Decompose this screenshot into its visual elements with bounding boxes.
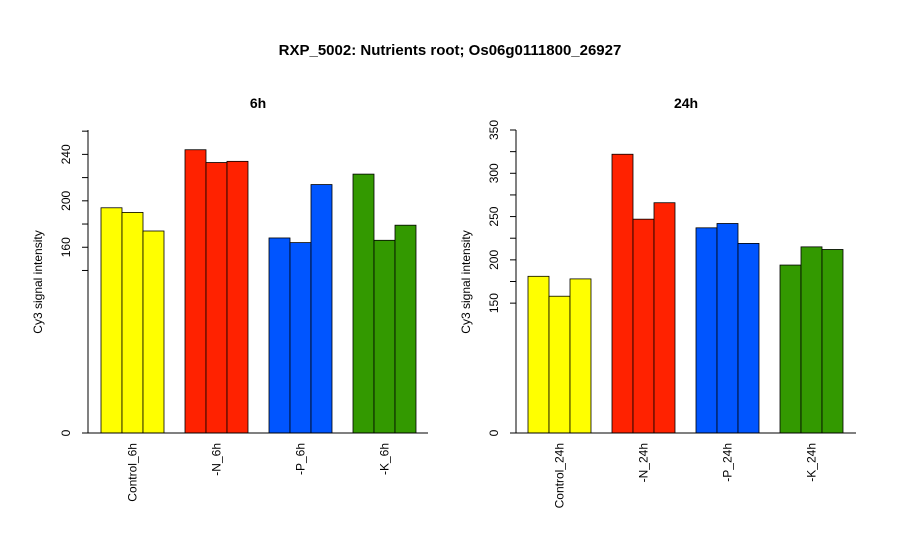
bar [100, 207, 123, 434]
x-tick-label: -N_6h [210, 443, 224, 476]
y-tick-label: 200 [487, 250, 501, 270]
bar [779, 264, 802, 434]
bar [737, 243, 760, 434]
y-tick-label: 350 [487, 120, 501, 140]
x-tick-label: -N_24h [637, 443, 651, 482]
bar [394, 224, 417, 434]
y-axis-label-24h: Cy3 signal intensity [459, 230, 473, 333]
x-tick-label: -P_24h [721, 443, 735, 482]
bar [800, 246, 823, 434]
bar [569, 278, 592, 434]
bar [527, 275, 550, 434]
y-tick-label: 300 [487, 163, 501, 183]
y-tick-label: 240 [59, 144, 73, 164]
bar [184, 149, 207, 434]
bar [373, 239, 396, 434]
x-tick-label: -K_24h [805, 443, 819, 482]
y-tick-label: 160 [59, 237, 73, 257]
bar [289, 242, 312, 434]
panel-24h: 24h Cy3 signal intensity 0 150 200 250 300 35… [459, 95, 856, 508]
x-tick-label: Control_24h [553, 443, 567, 508]
bar [695, 227, 718, 434]
y-axis-label-6h: Cy3 signal intensity [31, 230, 45, 333]
bars-24h [527, 153, 844, 434]
y-axis-6h: 0 160 200 240 [59, 130, 89, 436]
bar [632, 218, 655, 434]
panel-title-6h: 6h [250, 95, 266, 111]
bar [226, 160, 249, 434]
bars-6h [100, 149, 417, 434]
x-labels-6h: Control_6h -N_6h -P_6h -K_6h [126, 443, 392, 502]
bar [142, 230, 165, 434]
y-tick-label: 0 [59, 429, 73, 436]
bar [268, 237, 291, 434]
y-tick-label: 150 [487, 293, 501, 313]
x-tick-label: -P_6h [294, 443, 308, 475]
x-labels-24h: Control_24h -N_24h -P_24h -K_24h [553, 443, 819, 508]
bar [121, 212, 144, 434]
bar [310, 184, 333, 434]
main-title: RXP_5002: Nutrients root; Os06g0111800_2… [279, 42, 622, 59]
bar [352, 173, 375, 434]
bar [716, 223, 739, 434]
y-tick-label: 0 [487, 429, 501, 436]
bar [611, 153, 634, 434]
x-tick-label: Control_6h [126, 443, 140, 502]
bar [548, 295, 571, 434]
y-tick-label: 250 [487, 206, 501, 226]
bar [653, 202, 676, 434]
y-tick-label: 200 [59, 190, 73, 210]
bar [205, 162, 228, 434]
y-axis-24h: 0 150 200 250 300 350 [487, 120, 517, 436]
bar [821, 249, 844, 434]
panel-title-24h: 24h [674, 95, 698, 111]
panel-6h: 6h Cy3 signal intensity 0 160 200 240 Contr… [31, 95, 428, 502]
x-tick-label: -K_6h [378, 443, 392, 475]
